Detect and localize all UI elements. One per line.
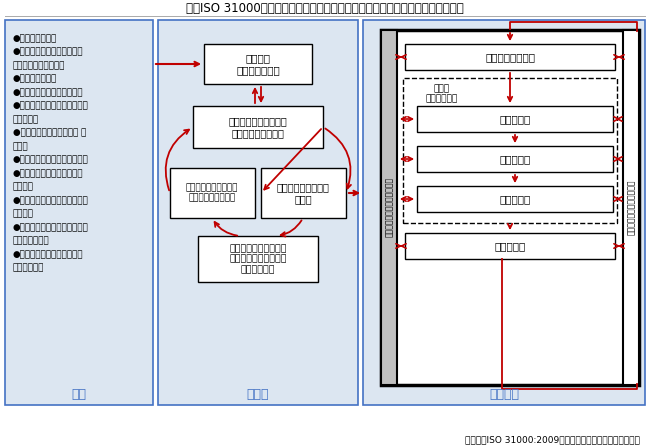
Bar — [417, 146, 613, 172]
Text: モニタリング及びレビュー: モニタリング及びレビュー — [627, 179, 636, 235]
Text: プロセス: プロセス — [489, 388, 519, 401]
Text: 入れる: 入れる — [13, 182, 34, 191]
Text: リスク評価: リスク評価 — [499, 194, 530, 204]
Text: ●意思決定の一部: ●意思決定の一部 — [13, 75, 57, 84]
Text: を促進する: を促進する — [13, 263, 44, 273]
Text: リスク分析: リスク分析 — [499, 154, 530, 164]
Text: ●透明性があり、かつ、包含的: ●透明性があり、かつ、包含的 — [13, 196, 89, 205]
Bar — [158, 20, 358, 405]
Bar — [363, 20, 645, 405]
Bar — [381, 30, 397, 385]
Text: 枠組み: 枠組み — [247, 388, 269, 401]
Text: 指令及び
コミットメント: 指令及び コミットメント — [236, 53, 280, 75]
Bar — [405, 233, 615, 259]
Text: ●体系的かつ組織的で、時宜を: ●体系的かつ組織的で、時宜を — [13, 101, 89, 110]
Bar — [5, 20, 153, 405]
Bar — [403, 78, 617, 223]
Text: ●組織に合わせて作られている: ●組織に合わせて作られている — [13, 156, 89, 164]
Text: リスクマネジメントの
枠組みのモニタリング
及びレビュー: リスクマネジメントの 枠組みのモニタリング 及びレビュー — [229, 244, 287, 274]
Text: 化に対応する: 化に対応する — [13, 236, 50, 245]
Text: である: である — [13, 210, 34, 219]
Bar — [417, 186, 613, 212]
Bar — [204, 44, 312, 84]
Text: リスク対応: リスク対応 — [495, 241, 526, 251]
Text: リスク
アセスメント: リスク アセスメント — [425, 84, 457, 104]
Text: 組織の状況の確定: 組織の状況の確定 — [485, 52, 535, 62]
Bar — [193, 106, 323, 148]
Text: おいて不可欠な部分: おいて不可欠な部分 — [13, 61, 66, 70]
Text: ●人的及び文化的要因を考に: ●人的及び文化的要因を考に — [13, 169, 84, 178]
Text: （出所）ISO 31000:2009（英和対訳版）より大和総研作成: （出所）ISO 31000:2009（英和対訳版）より大和総研作成 — [465, 435, 640, 444]
Text: ●動的で、繰り返し行われ、変: ●動的で、繰り返し行われ、変 — [13, 223, 89, 232]
Bar — [623, 30, 639, 385]
Text: 図：ISO 31000におけるリスクマネジメントの原則、枠組み及びプロセスの関係: 図：ISO 31000におけるリスクマネジメントの原則、枠組み及びプロセスの関係 — [186, 3, 464, 16]
Text: ●利用可能な最善の情報に 基: ●利用可能な最善の情報に 基 — [13, 128, 86, 138]
Text: リスク特定: リスク特定 — [499, 114, 530, 124]
Bar — [261, 168, 346, 218]
Text: リスクマネジメント
の実践: リスクマネジメント の実践 — [276, 182, 330, 204]
Text: づく: づく — [13, 142, 29, 151]
Text: 原則: 原則 — [72, 388, 86, 401]
Text: コミュニケーション及び協議: コミュニケーション及び協議 — [385, 177, 393, 237]
Text: ●不確かさに明確に対処する: ●不確かさに明確に対処する — [13, 88, 84, 97]
Text: ●価値を創造する: ●価値を創造する — [13, 34, 57, 43]
Text: リスクマネジメントの
枠組みの継続的改善: リスクマネジメントの 枠組みの継続的改善 — [186, 183, 239, 202]
Bar — [405, 44, 615, 70]
Text: 得ている: 得ている — [13, 115, 39, 124]
Bar — [417, 106, 613, 132]
Bar — [170, 168, 255, 218]
Text: リスクを運営管理する
ための枠組みの設計: リスクを運営管理する ための枠組みの設計 — [229, 116, 287, 138]
Bar — [381, 30, 639, 385]
Text: ●組織のすべてのプロセスに: ●組織のすべてのプロセスに — [13, 47, 84, 56]
Bar — [198, 236, 318, 282]
Text: ●組織の継続的改善及び強化: ●組織の継続的改善及び強化 — [13, 250, 84, 259]
